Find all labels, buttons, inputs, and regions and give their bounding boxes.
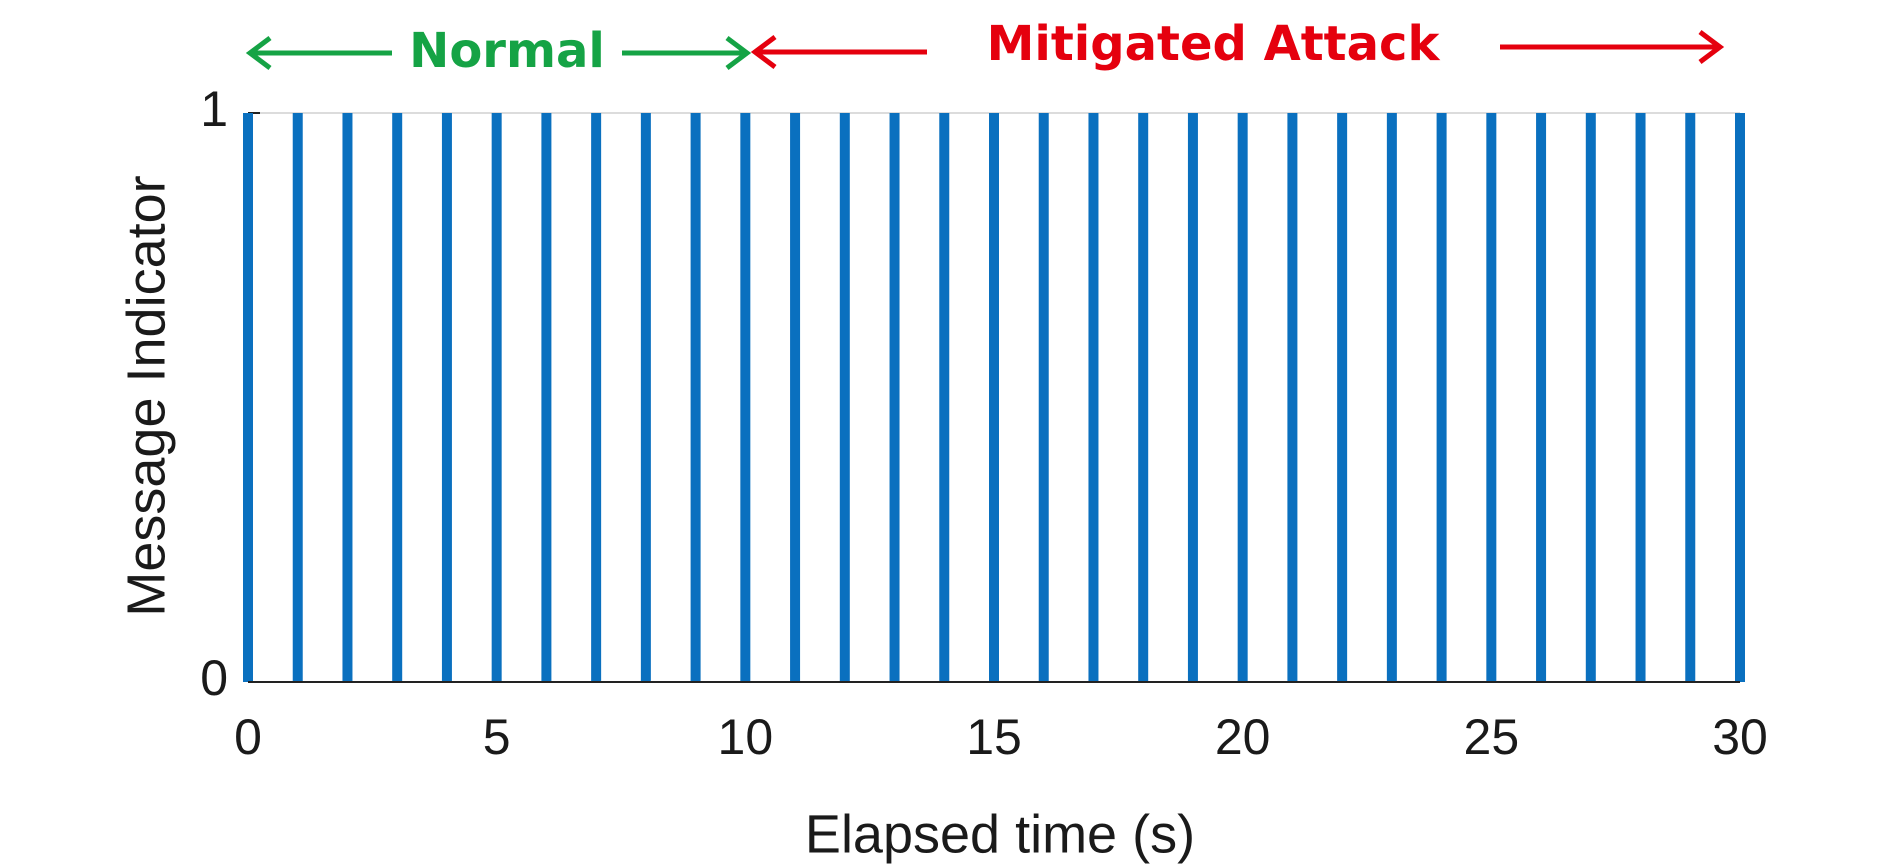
arrowhead [750, 35, 777, 69]
y-tick-label: 0 [200, 650, 228, 706]
bar [243, 113, 253, 682]
bar [1237, 113, 1248, 682]
bar [1038, 113, 1049, 682]
x-tick-label: 0 [234, 709, 262, 765]
x-tick-label: 10 [718, 709, 774, 765]
bar [491, 113, 502, 682]
bar [1088, 113, 1099, 682]
annotation: Normal [409, 23, 605, 79]
bar [1138, 113, 1149, 682]
bar [1386, 113, 1397, 682]
x-axis-label: Elapsed time (s) [805, 804, 1195, 864]
bar [1436, 113, 1447, 682]
bar [690, 113, 701, 682]
bar [740, 113, 751, 682]
arrowhead [725, 36, 752, 70]
bar [342, 113, 353, 682]
bar [1585, 113, 1596, 682]
annotation: Mitigated Attack [987, 16, 1441, 72]
bar [889, 113, 900, 682]
bar [591, 113, 602, 682]
bar [640, 113, 651, 682]
x-tick-label: 15 [966, 709, 1022, 765]
bar [839, 113, 850, 682]
annotation-arrows [245, 30, 1725, 70]
bar [1337, 113, 1348, 682]
x-tick-label: 30 [1712, 709, 1768, 765]
x-tick-label: 25 [1464, 709, 1520, 765]
bar [292, 113, 303, 682]
bar [790, 113, 801, 682]
x-tick-label: 5 [483, 709, 511, 765]
arrowhead [245, 36, 272, 70]
bar [1735, 113, 1745, 682]
y-tick-label: 1 [200, 81, 228, 137]
bar [1486, 113, 1497, 682]
bar [939, 113, 950, 682]
bar [1536, 113, 1547, 682]
bar [1685, 113, 1696, 682]
bar [392, 113, 403, 682]
x-tick-label: 20 [1215, 709, 1271, 765]
bar [441, 113, 452, 682]
arrowhead [1698, 30, 1725, 64]
bar [1187, 113, 1198, 682]
bar [989, 113, 999, 682]
y-axis-label: Message Indicator [116, 175, 176, 616]
bar [541, 113, 552, 682]
bar [1635, 113, 1646, 682]
bar [1287, 113, 1298, 682]
